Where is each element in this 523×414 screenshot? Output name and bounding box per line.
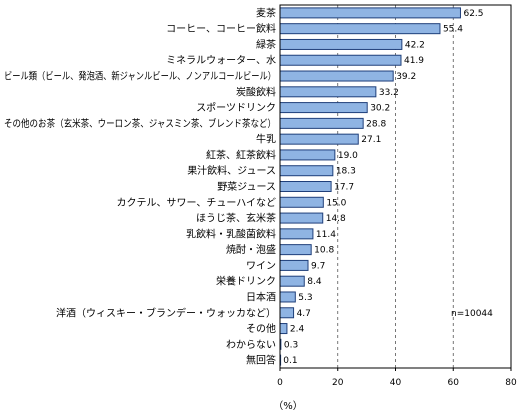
value-label: 18.3 [336, 167, 356, 177]
category-label: 緑茶 [256, 38, 276, 51]
bar [279, 149, 336, 161]
category-label: 栄養ドリンク [216, 275, 276, 288]
value-label: 8.4 [307, 277, 322, 287]
bar [279, 323, 288, 335]
value-label: 2.4 [290, 325, 305, 335]
x-tick-label: 80 [505, 378, 517, 388]
bar [279, 244, 312, 256]
value-label: 9.7 [311, 261, 325, 271]
value-label: 30.2 [370, 104, 390, 114]
category-label: 日本酒 [246, 290, 276, 303]
x-tick-label: 40 [390, 378, 402, 388]
value-label: 62.5 [463, 9, 483, 19]
category-label: ワイン [246, 261, 276, 272]
category-label: 乳飲料・乳酸菌飲料 [186, 227, 276, 240]
bar [279, 228, 314, 240]
value-label: 5.3 [298, 293, 312, 303]
bar [279, 165, 334, 177]
value-label: 4.7 [297, 309, 311, 319]
x-tick-label: 20 [332, 378, 344, 388]
x-axis-label: （%） [273, 400, 303, 412]
x-tick-label: 0 [277, 378, 283, 388]
bar [279, 291, 296, 303]
value-label: 0.3 [284, 340, 298, 350]
category-label: 無回答 [246, 354, 276, 367]
category-label: 焼酎・泡盛 [226, 243, 276, 256]
axes [279, 4, 512, 371]
category-label: その他 [246, 322, 276, 335]
bar [279, 23, 441, 35]
value-labels: 62.555.4 42.2 41.9 39.2 33.2 30.2 28.8 27.119.0… [283, 9, 483, 366]
bar [279, 70, 394, 82]
bar [279, 54, 402, 66]
category-label: スポーツドリンク [196, 102, 276, 114]
category-label: ビール類（ビール、発泡酒、新ジャンルビール、ノンアルコールビール） [4, 70, 276, 83]
bar [279, 117, 364, 129]
bar [279, 38, 403, 50]
value-label: 33.2 [379, 88, 399, 98]
bar [279, 181, 332, 192]
category-label: 炭酸飲料 [236, 85, 276, 98]
category-label: コーヒー、コーヒー飲料 [166, 22, 276, 35]
value-label: 39.2 [396, 72, 416, 82]
bar [279, 307, 295, 319]
value-label: 15.0 [326, 198, 346, 208]
bar [279, 133, 359, 145]
value-label: 19.0 [338, 151, 358, 161]
category-label: わからない [226, 339, 276, 351]
bar [279, 7, 461, 19]
category-label: カクテル、サワー、チューハイなど [117, 197, 277, 209]
bar [279, 275, 305, 287]
bar [279, 86, 377, 98]
bar [279, 102, 368, 114]
category-label: 麦茶 [256, 6, 276, 19]
bar [279, 196, 324, 208]
category-label: 野菜ジュース [217, 181, 276, 193]
category-label: 洋酒（ウィスキー・ブランデー・ウォッカなど） [56, 306, 276, 319]
value-label: 0.1 [283, 356, 297, 366]
category-label: ほうじ茶、玄米茶 [196, 212, 276, 225]
value-label: 41.9 [404, 56, 424, 66]
value-label: 11.4 [316, 230, 336, 240]
category-label: その他のお茶（玄米茶、ウーロン茶、ジャスミン茶、ブレンド茶など） [4, 117, 276, 130]
value-label: 42.2 [405, 40, 425, 50]
bar [279, 212, 324, 224]
category-label: 紅茶、紅茶飲料 [206, 148, 276, 161]
category-label: ミネラルウォーター、水 [166, 55, 276, 67]
value-label: 14.8 [326, 214, 346, 224]
value-label: 27.1 [361, 135, 381, 145]
category-labels: 麦茶コーヒー、コーヒー飲料緑茶ミネラルウォーター、水ビール類（ビール、発泡酒、新… [4, 6, 276, 366]
bar [279, 259, 309, 271]
x-tick-label: 60 [448, 378, 460, 388]
category-label: 果汁飲料、ジュース [187, 164, 276, 177]
value-label: 55.4 [443, 25, 463, 35]
value-label: 17.7 [334, 183, 354, 193]
tick-labels: 0 20 40 60 80 [277, 378, 517, 388]
sample-size-note: n=10044 [451, 309, 493, 319]
category-label: 牛乳 [256, 133, 276, 146]
value-label: 10.8 [314, 246, 334, 256]
value-label: 28.8 [366, 119, 386, 129]
